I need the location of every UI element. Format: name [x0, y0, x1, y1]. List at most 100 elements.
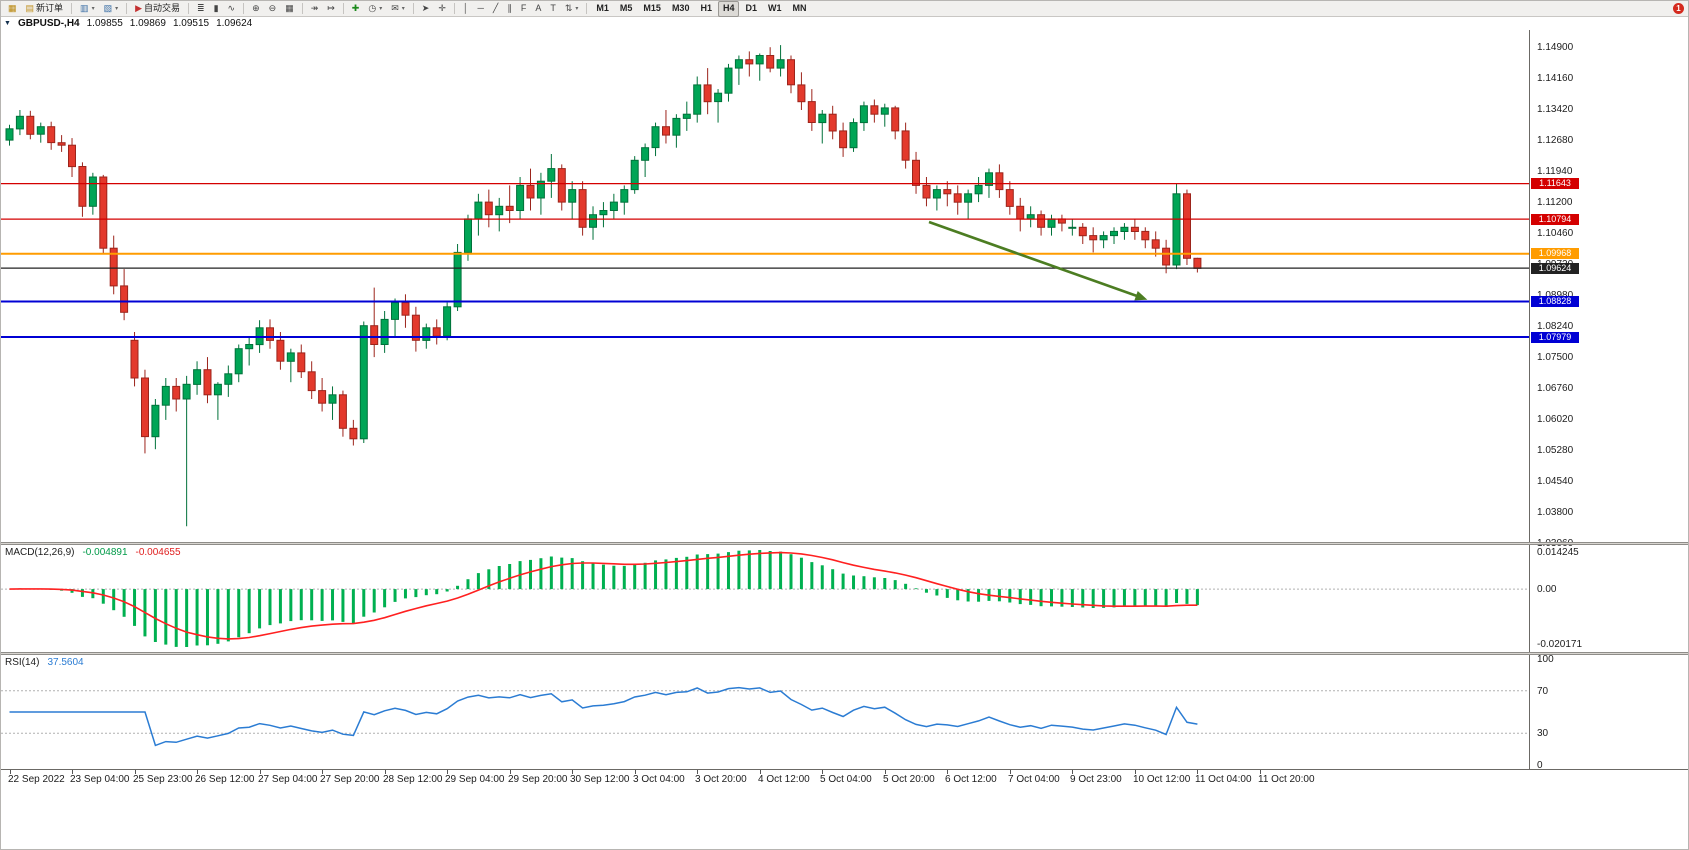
- equidistant-channel-button[interactable]: ∥: [503, 1, 516, 17]
- candle-chart-icon: ▮: [213, 3, 219, 13]
- time-tick: [1010, 770, 1011, 774]
- macd-signal-value: -0.004655: [135, 547, 181, 558]
- price-scale-label: 1.06760: [1537, 383, 1574, 394]
- text-label-button[interactable]: T: [546, 1, 560, 17]
- rsi-scale-label: 0: [1537, 760, 1543, 771]
- one-click-trading-toggle-icon[interactable]: ▼: [4, 20, 11, 27]
- templates-dropdown-icon[interactable]: ▾: [401, 6, 405, 12]
- time-tick: [385, 770, 386, 774]
- fibonacci-button[interactable]: F: [517, 1, 531, 17]
- profiles-icon: ▧: [103, 3, 113, 13]
- zoom-out-button[interactable]: ⊖: [265, 1, 281, 17]
- zoom-in-button[interactable]: ⊕: [248, 1, 264, 17]
- price-tag-1.07979[interactable]: 1.07979: [1531, 332, 1579, 343]
- tf-d1-button[interactable]: D1: [740, 1, 762, 17]
- tf-h4-button[interactable]: H4: [717, 1, 740, 17]
- arrows-button[interactable]: ⇅ ▾: [561, 1, 583, 17]
- price-axis[interactable]: 1.14900 1.14160 1.13420 1.12680 1.11940 1.112…: [1529, 30, 1688, 849]
- new-chart-dropdown-icon[interactable]: ▾: [91, 6, 95, 12]
- time-tick: [822, 770, 823, 774]
- auto-trading-button[interactable]: ▶ 自动交易: [131, 1, 184, 17]
- price-scale-label: 1.05280: [1537, 445, 1574, 456]
- price-tag-1.10794[interactable]: 1.10794: [1531, 214, 1579, 225]
- templates-icon: ✉: [391, 3, 399, 13]
- price-scale-label: 1.11940: [1537, 166, 1573, 177]
- macd-scale-bottom: -0.020171: [1537, 639, 1583, 650]
- symbol-period-label: GBPUSD-,H4: [17, 18, 80, 29]
- trendline-button[interactable]: ╱: [489, 1, 502, 17]
- macd-label: MACD(12,26,9) -0.004891 -0.004655: [5, 547, 181, 558]
- app-icon: ▦: [8, 3, 17, 13]
- tf-m5-button[interactable]: M5: [615, 1, 638, 17]
- pane-separator-rsi[interactable]: [1, 652, 1688, 655]
- trend-arrow[interactable]: [928, 220, 1138, 298]
- tf-m30-button[interactable]: M30: [667, 1, 695, 17]
- tf-d1-label: D1: [745, 3, 757, 13]
- arrows-dropdown-icon[interactable]: ▾: [575, 6, 579, 12]
- toolbar-separator: [586, 3, 588, 14]
- tf-m5-label: M5: [619, 3, 633, 13]
- app-button[interactable]: ▦: [4, 1, 21, 17]
- candles-group: [5, 45, 1202, 527]
- macd-scale-zero: 0.00: [1537, 584, 1557, 595]
- time-label: 29 Sep 04:00: [445, 774, 505, 785]
- tf-w1-label: W1: [768, 3, 782, 13]
- time-label: 23 Sep 04:00: [70, 774, 130, 785]
- cursor-button[interactable]: ➤: [418, 1, 434, 17]
- ohlc-open: 1.09855: [86, 18, 123, 29]
- indicators-icon: ✚: [351, 3, 360, 13]
- tf-m15-label: M15: [643, 3, 661, 13]
- time-tick: [72, 770, 73, 774]
- toolbar-separator: [188, 3, 190, 14]
- text-button[interactable]: A: [531, 1, 545, 17]
- price-tag-1.09624[interactable]: 1.09624: [1531, 263, 1579, 274]
- bar-chart-button[interactable]: ≣: [193, 1, 209, 17]
- toolbar-separator: [412, 3, 414, 14]
- ohlc-close: 1.09624: [216, 18, 253, 29]
- auto-scroll-button[interactable]: ↠: [307, 1, 323, 17]
- rsi-pane[interactable]: [1, 655, 1529, 769]
- new-chart-icon: ▥: [80, 3, 89, 13]
- price-tag-1.08828[interactable]: 1.08828: [1531, 296, 1579, 307]
- vertical-line-button[interactable]: │: [459, 1, 473, 17]
- tf-mn-button[interactable]: MN: [788, 1, 812, 17]
- profiles-button[interactable]: ▧ ▾: [100, 1, 123, 17]
- horizontal-line-button[interactable]: ─: [474, 1, 488, 17]
- tf-w1-button[interactable]: W1: [763, 1, 787, 17]
- horizontal-line-icon: ─: [477, 3, 484, 13]
- time-label: 27 Sep 04:00: [258, 774, 318, 785]
- templates-button[interactable]: ✉ ▾: [387, 1, 409, 17]
- time-axis[interactable]: 22 Sep 2022 23 Sep 04:00 25 Sep 23:00 26 Se…: [1, 769, 1688, 849]
- crosshair-button[interactable]: ✛: [434, 1, 450, 17]
- time-tick: [260, 770, 261, 774]
- new-order-button[interactable]: ▤ 新订单: [22, 1, 68, 17]
- price-tag-1.09968[interactable]: 1.09968: [1531, 248, 1579, 259]
- macd-pane[interactable]: [1, 545, 1529, 652]
- price-tag-1.11643[interactable]: 1.11643: [1531, 178, 1579, 189]
- notification-badge[interactable]: 1: [1673, 3, 1684, 14]
- main-chart-pane[interactable]: [1, 30, 1529, 542]
- periods-button[interactable]: ◷ ▾: [364, 1, 386, 17]
- tf-m30-label: M30: [671, 3, 690, 13]
- toolbar-separator: [126, 3, 128, 14]
- rsi-line: [9, 686, 1198, 747]
- tf-m1-button[interactable]: M1: [591, 1, 614, 17]
- price-scale-label: 1.10460: [1537, 228, 1574, 239]
- tf-h1-button[interactable]: H1: [695, 1, 717, 17]
- new-chart-button[interactable]: ▥ ▾: [76, 1, 99, 17]
- indicators-button[interactable]: ✚: [348, 1, 364, 17]
- ohlc-low: 1.09515: [172, 18, 210, 29]
- auto-scroll-icon: ↠: [310, 3, 319, 13]
- chart-shift-button[interactable]: ↦: [323, 1, 339, 17]
- line-chart-button[interactable]: ∿: [224, 1, 240, 17]
- price-scale-label: 1.08980: [1537, 290, 1573, 301]
- new-order-label: 新订单: [36, 3, 64, 13]
- time-label: 11 Oct 20:00: [1258, 774, 1315, 785]
- tf-m15-button[interactable]: M15: [638, 1, 666, 17]
- candle-chart-button[interactable]: ▮: [210, 1, 223, 17]
- profiles-dropdown-icon[interactable]: ▾: [115, 6, 119, 12]
- tile-windows-button[interactable]: ▦: [281, 1, 298, 17]
- pane-separator-macd[interactable]: [1, 542, 1688, 545]
- time-label: 25 Sep 23:00: [133, 774, 193, 785]
- periods-dropdown-icon[interactable]: ▾: [379, 6, 383, 12]
